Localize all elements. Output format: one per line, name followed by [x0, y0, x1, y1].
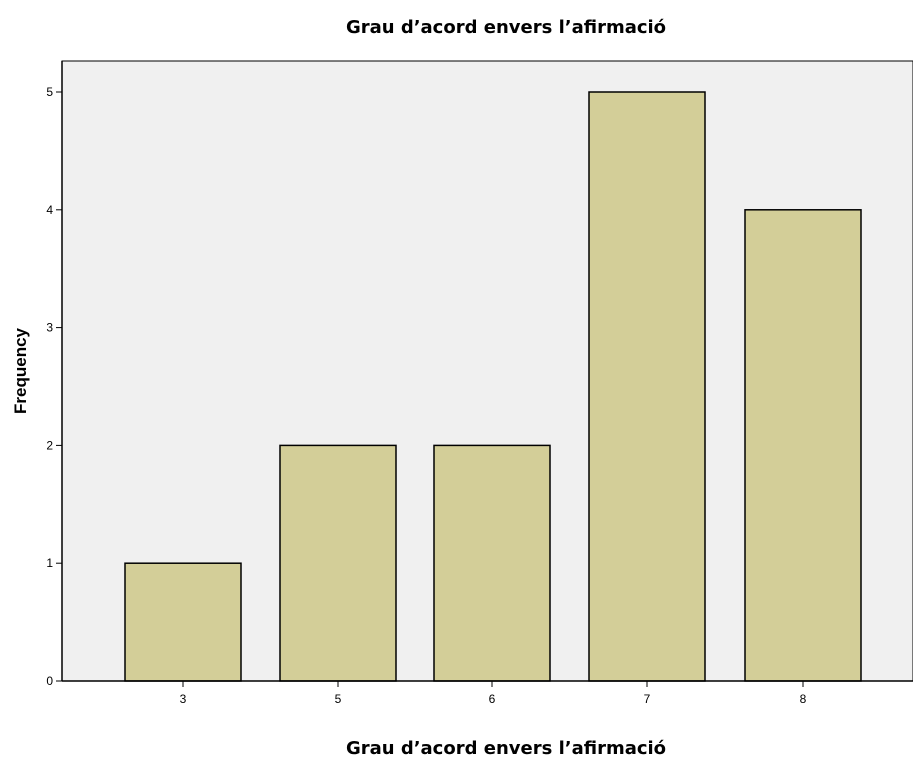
bar-5 [279, 444, 397, 682]
x-tick-label: 6 [489, 692, 496, 706]
y-axis-ticks: 0 1 2 3 4 5 [46, 85, 62, 688]
y-tick-label: 3 [46, 321, 53, 335]
y-tick-label: 2 [46, 438, 53, 452]
y-tick-label: 5 [46, 85, 53, 99]
x-tick-label: 7 [644, 692, 651, 706]
y-tick-label: 4 [46, 203, 53, 217]
bar-6 [433, 444, 551, 682]
x-tick-label: 8 [800, 692, 807, 706]
x-axis-title: Grau d’acord envers l’afirmació [346, 738, 666, 758]
x-tick-label: 3 [180, 692, 187, 706]
bar-3 [124, 562, 242, 682]
y-axis-title: Frequency [11, 327, 30, 414]
y-tick-label: 1 [46, 556, 53, 570]
chart-title: Grau d’acord envers l’afirmació [346, 17, 666, 38]
bar-8 [744, 209, 862, 682]
y-tick-label: 0 [46, 674, 53, 688]
x-tick-label: 5 [335, 692, 342, 706]
bar-7 [588, 91, 706, 682]
x-axis-ticks: 3 5 6 7 8 [180, 681, 807, 706]
